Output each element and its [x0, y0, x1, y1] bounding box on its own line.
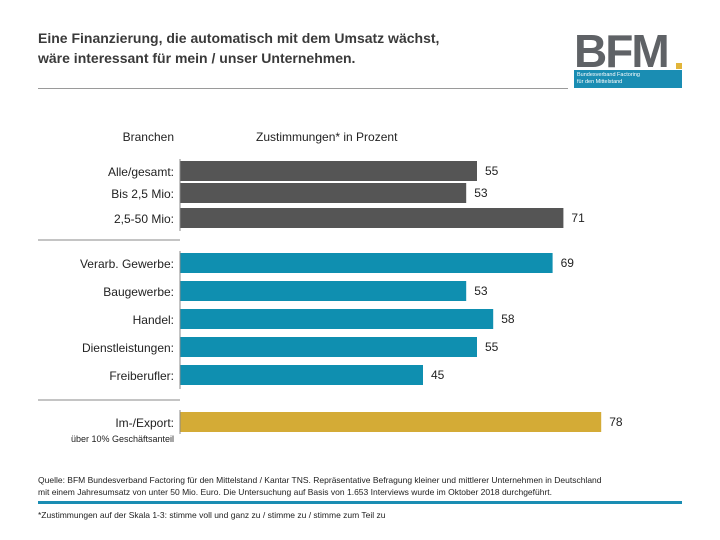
bar	[180, 365, 423, 385]
value-label: 69	[561, 256, 575, 270]
category-label: 2,5-50 Mio:	[114, 212, 174, 226]
value-label: 45	[431, 368, 445, 382]
logo-accent-square	[676, 63, 682, 69]
value-label: 58	[501, 312, 515, 326]
bottom-divider	[38, 501, 682, 504]
logo-subtitle-2: für den Mittelstand	[577, 79, 623, 85]
category-label: Freiberufler:	[109, 369, 174, 383]
category-sublabel: über 10% Geschäftsanteil	[71, 434, 174, 444]
source-line-1: Quelle: BFM Bundesverband Factoring für …	[38, 475, 602, 485]
category-label: Dienstleistungen:	[82, 341, 174, 355]
logo-text: BFM	[574, 25, 670, 77]
bar-chart: Branchen Zustimmungen* in Prozent Alle/g…	[38, 130, 623, 444]
title-line-2: wäre interessant für mein / unser Untern…	[38, 50, 356, 66]
bar	[180, 208, 564, 228]
bfm-logo: BFM Bundesverband Factoring für den Mitt…	[574, 25, 682, 88]
category-label: Verarb. Gewerbe:	[80, 257, 174, 271]
logo-subtitle-bar: Bundesverband Factoring für den Mittelst…	[574, 70, 682, 88]
category-label: Im-/Export:	[115, 416, 174, 430]
bar	[180, 412, 602, 432]
page-title: Eine Finanzierung, die automatisch mit d…	[38, 28, 558, 68]
bar	[180, 281, 467, 301]
value-label: 53	[474, 284, 488, 298]
value-label: 71	[571, 211, 585, 225]
bar	[180, 253, 553, 273]
category-label: Handel:	[133, 313, 174, 327]
category-label: Alle/gesamt:	[108, 165, 174, 179]
category-header: Branchen	[123, 130, 174, 144]
category-label: Bis 2,5 Mio:	[111, 187, 174, 201]
value-label: 53	[474, 186, 488, 200]
bar	[180, 309, 494, 329]
source-line-2: mit einem Jahresumsatz von unter 50 Mio.…	[38, 487, 553, 497]
bar	[180, 161, 477, 181]
value-label: 55	[485, 164, 499, 178]
title-line-1: Eine Finanzierung, die automatisch mit d…	[38, 30, 440, 46]
category-label: Baugewerbe:	[103, 285, 174, 299]
chart-marks: Alle/gesamt: 55 Bis 2,5 Mio: 53 2,5-50 Mio: 7…	[38, 159, 623, 444]
bar	[180, 183, 467, 203]
footnote: *Zustimmungen auf der Skala 1-3: stimme …	[38, 510, 386, 520]
title-divider	[38, 88, 568, 89]
logo-subtitle-1: Bundesverband Factoring	[577, 72, 640, 78]
value-label: 55	[485, 340, 499, 354]
source-note: Quelle: BFM Bundesverband Factoring für …	[38, 474, 688, 498]
value-header: Zustimmungen* in Prozent	[256, 130, 398, 144]
bar	[180, 337, 477, 357]
value-label: 78	[609, 415, 623, 429]
